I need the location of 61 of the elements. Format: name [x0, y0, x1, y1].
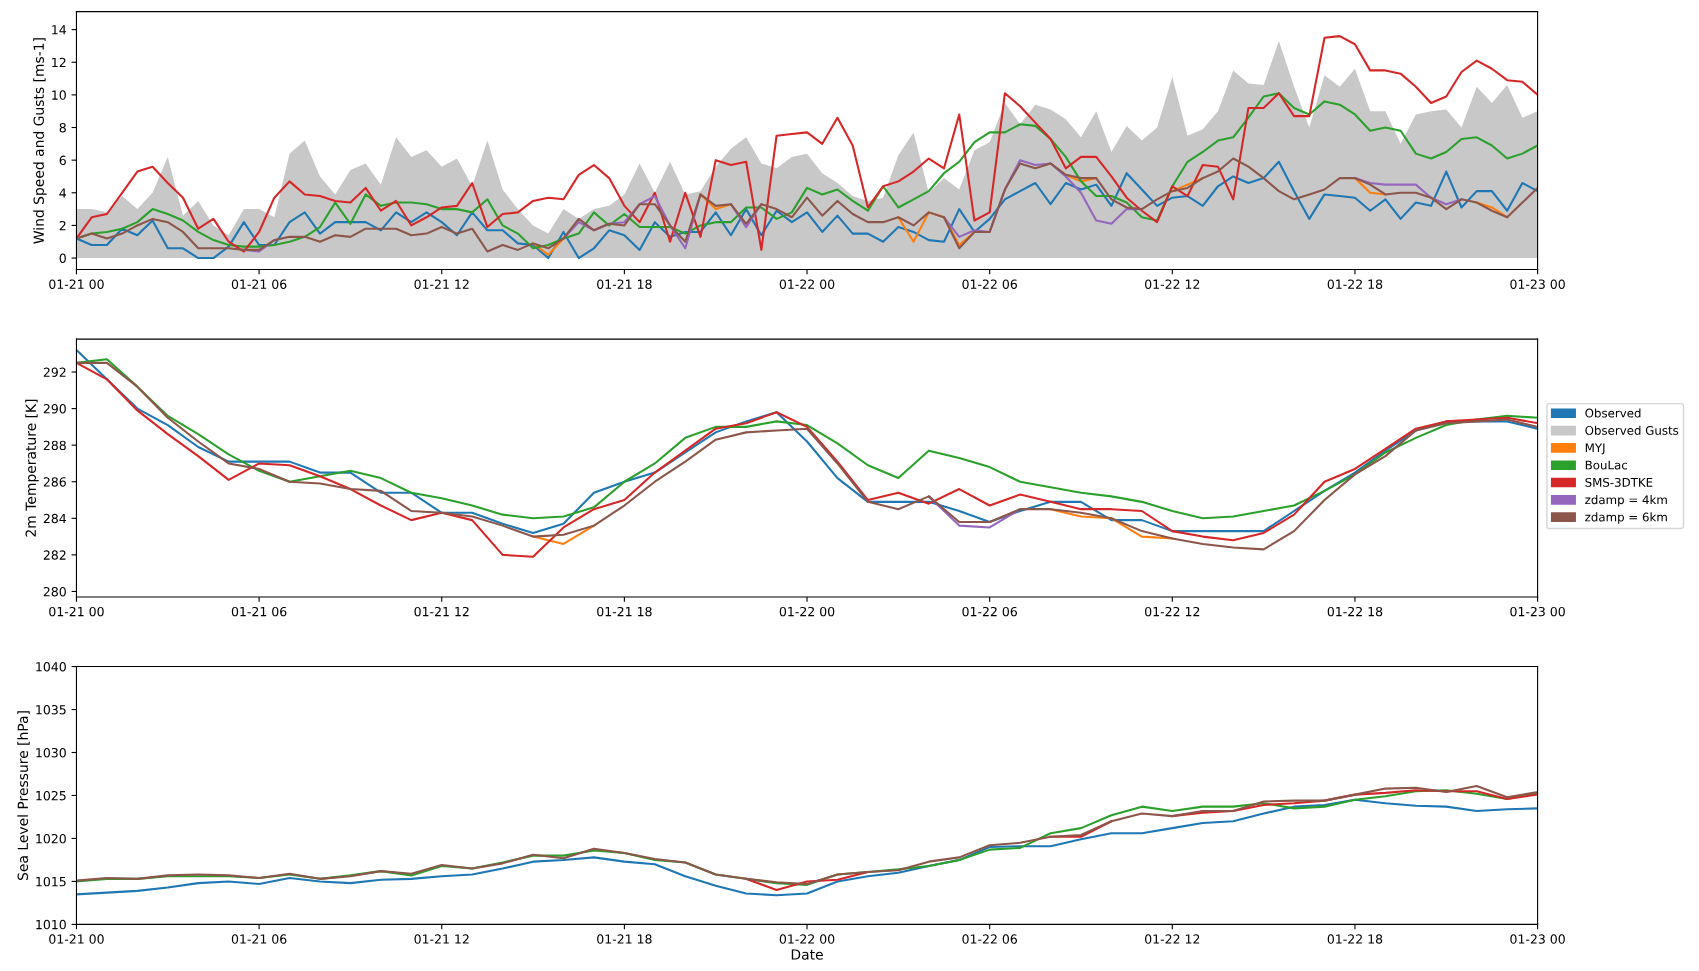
y-tick-label: 4 [59, 188, 67, 198]
x-tick-label: 01-21 06 [231, 934, 287, 944]
y-tick-label: 1020 [36, 833, 66, 844]
y-tick-label: 14 [52, 25, 67, 35]
y-tick-label: 290 [43, 404, 66, 414]
y-tick-label: 288 [43, 440, 66, 451]
legend-label: zdamp = 6km [1585, 512, 1667, 524]
x-tick-label: 01-21 18 [597, 606, 652, 617]
legend-label: MYJ [1585, 443, 1605, 455]
y-tick-label: 282 [43, 550, 66, 560]
y-axis-title: Sea Level Pressure [hPa] [17, 711, 30, 881]
y-tick-label: 8 [59, 122, 66, 133]
y-tick-label: 1025 [36, 790, 66, 801]
y-tick-label: 1035 [36, 705, 66, 715]
x-tick-label: 01-23 00 [1510, 606, 1565, 617]
y-axis-title: 2m Temperature [K] [25, 399, 39, 537]
legend-label: zdamp = 4km [1585, 495, 1667, 507]
y-tick-label: 6 [59, 155, 66, 166]
legend-label: SMS-3DTKE [1585, 477, 1653, 487]
x-tick-label: 01-22 18 [1327, 934, 1383, 944]
x-tick-label: 01-22 12 [1145, 934, 1200, 944]
x-tick-label: 01-22 18 [1327, 606, 1383, 617]
x-tick-label: 01-21 00 [49, 606, 104, 617]
x-tick-label: 01-21 00 [49, 279, 104, 289]
line-series [76, 798, 1538, 897]
y-tick-label: 10 [52, 90, 66, 100]
x-tick-label: 01-22 00 [779, 606, 835, 617]
x-tick-label: 01-22 12 [1145, 279, 1200, 289]
y-tick-label: 1040 [36, 662, 66, 672]
y-tick-label: 0 [59, 253, 66, 263]
y-axis-title: Wind Speed and Gusts [ms-1] [33, 38, 47, 244]
x-tick-label: 01-22 06 [962, 279, 1017, 289]
x-tick-label: 01-21 12 [414, 606, 469, 617]
x-tick-label: 01-23 00 [1510, 279, 1565, 289]
y-tick-label: 12 [52, 57, 66, 67]
x-tick-label: 01-23 00 [1510, 934, 1565, 944]
y-tick-label: 1010 [36, 919, 66, 930]
legend-label: Observed [1585, 408, 1641, 418]
y-tick-label: 286 [43, 477, 66, 487]
y-tick-label: 1030 [36, 747, 66, 758]
y-tick-label: 280 [43, 586, 66, 597]
x-axis-title: Date [791, 949, 823, 960]
x-tick-label: 01-22 12 [1145, 606, 1200, 617]
y-tick-label: 292 [43, 367, 66, 377]
x-tick-label: 01-22 06 [962, 934, 1017, 944]
x-tick-label: 01-22 06 [962, 606, 1017, 617]
x-tick-label: 01-22 00 [779, 934, 835, 944]
x-tick-label: 01-21 00 [49, 934, 104, 944]
x-tick-label: 01-21 06 [231, 279, 287, 289]
x-tick-label: 01-22 00 [779, 279, 835, 289]
x-tick-label: 01-21 12 [414, 279, 469, 289]
x-tick-label: 01-21 18 [597, 279, 652, 289]
legend-label: BouLac [1585, 460, 1628, 470]
y-tick-label: 284 [43, 513, 67, 524]
x-tick-label: 01-21 12 [414, 934, 469, 944]
x-tick-label: 01-22 18 [1327, 279, 1383, 289]
y-tick-label: 2 [59, 220, 66, 231]
legend-label: Observed Gusts [1585, 425, 1679, 435]
y-tick-label: 1015 [36, 876, 66, 887]
x-tick-label: 01-21 18 [597, 934, 652, 944]
x-tick-label: 01-21 06 [231, 606, 287, 617]
